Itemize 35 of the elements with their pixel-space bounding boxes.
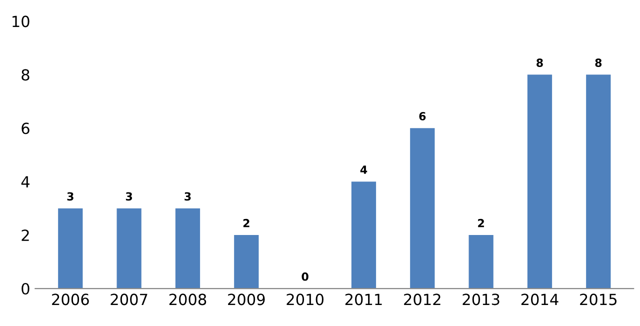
x-tick-label: 2006 xyxy=(52,294,89,306)
bar xyxy=(116,208,142,289)
bar xyxy=(234,235,259,289)
data-label: 6 xyxy=(419,112,426,120)
x-tick-label: 2010 xyxy=(286,294,324,306)
bar xyxy=(468,235,494,289)
y-tick-label: 4 xyxy=(21,176,30,188)
x-tick-label: 2011 xyxy=(345,294,382,306)
y-tick-label: 2 xyxy=(22,230,29,241)
bar xyxy=(410,128,435,289)
data-label: 2 xyxy=(478,218,484,228)
data-label: 3 xyxy=(184,192,191,201)
data-label: 3 xyxy=(67,192,74,201)
x-tick-label: 2014 xyxy=(521,294,558,306)
x-tick-label: 2012 xyxy=(404,294,440,306)
data-label: 8 xyxy=(595,58,602,67)
x-tick-label: 2013 xyxy=(462,294,500,306)
x-tick-label: 2015 xyxy=(580,294,617,306)
data-label: 0 xyxy=(302,272,308,281)
y-tick-label: 8 xyxy=(22,69,30,81)
y-tick-label: 10 xyxy=(12,16,30,28)
bar xyxy=(586,74,611,289)
x-tick-label: 2009 xyxy=(228,294,265,306)
x-tick-label: 2007 xyxy=(110,294,148,306)
data-label: 2 xyxy=(243,218,250,228)
bar xyxy=(527,74,552,289)
bar xyxy=(175,208,200,289)
data-label: 4 xyxy=(360,166,368,174)
data-label: 3 xyxy=(126,192,132,201)
y-tick-label: 0 xyxy=(22,282,30,295)
y-tick-label: 6 xyxy=(22,122,30,134)
data-label: 8 xyxy=(536,58,543,67)
bar xyxy=(351,182,376,289)
x-tick-label: 2008 xyxy=(169,294,206,306)
bar xyxy=(58,208,83,289)
